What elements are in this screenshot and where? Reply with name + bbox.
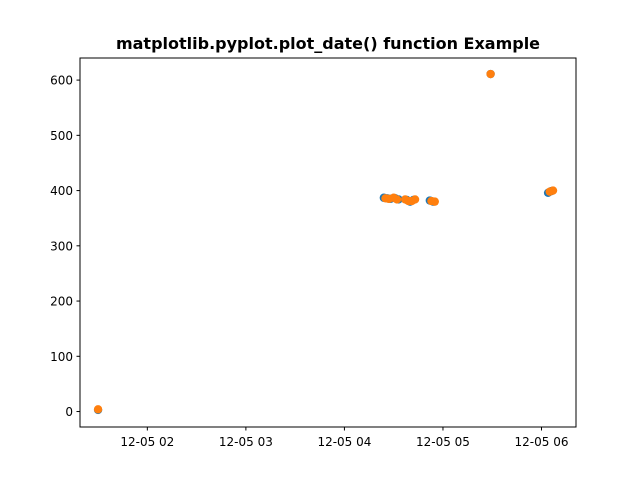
y-tick-label: 0 xyxy=(65,405,73,419)
data-point-series-2 xyxy=(430,197,439,206)
y-tick-label: 300 xyxy=(50,239,73,253)
data-point-series-2 xyxy=(392,195,402,204)
x-tick-label: 12-05 05 xyxy=(416,435,470,449)
data-point-series-2 xyxy=(486,69,495,79)
data-point-series-2 xyxy=(410,195,420,204)
y-axis: 0 100 200 300 400 500 600 xyxy=(50,74,80,419)
x-axis: 12-05 02 12-05 03 12-05 04 12-05 05 12-05 06 xyxy=(120,427,568,449)
x-tick-label: 12-05 06 xyxy=(515,435,569,449)
plot-area xyxy=(93,69,558,415)
y-tick-label: 200 xyxy=(50,295,73,309)
y-tick-label: 400 xyxy=(50,184,73,198)
y-tick-label: 500 xyxy=(50,129,73,143)
axes-frame xyxy=(79,57,577,428)
x-tick-label: 12-05 04 xyxy=(317,435,371,449)
data-point-series-2 xyxy=(93,405,103,414)
y-tick-label: 600 xyxy=(50,74,73,88)
y-tick-label: 100 xyxy=(50,350,73,364)
chart-title: matplotlib.pyplot.plot_date() function E… xyxy=(116,34,540,53)
x-tick-label: 12-05 03 xyxy=(219,435,273,449)
data-point-series-2 xyxy=(548,186,558,195)
x-tick-label: 12-05 02 xyxy=(120,435,174,449)
